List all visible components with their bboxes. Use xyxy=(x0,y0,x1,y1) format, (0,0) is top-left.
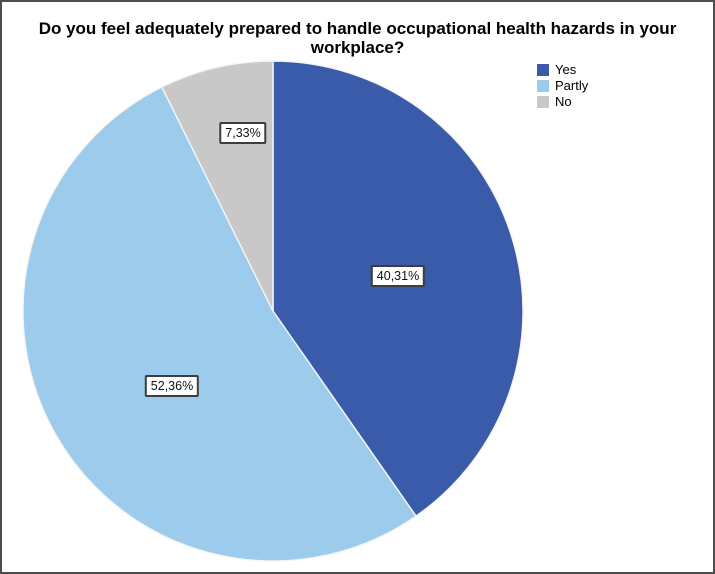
legend-swatch-yes-icon xyxy=(537,64,549,76)
legend-item-no: No xyxy=(537,94,588,110)
pie-slice-yes xyxy=(272,60,524,517)
chart-title: Do you feel adequately prepared to handl… xyxy=(38,19,677,57)
legend-item-yes: Yes xyxy=(537,62,588,78)
legend-item-partly: Partly xyxy=(537,78,588,94)
legend-label-partly: Partly xyxy=(555,78,589,93)
legend-swatch-no-icon xyxy=(537,96,549,108)
legend-swatch-partly-icon xyxy=(537,80,549,92)
legend: Yes Partly No xyxy=(537,62,588,110)
pie-slice-partly xyxy=(22,86,417,562)
legend-label-no: No xyxy=(555,94,572,109)
legend-label-yes: Yes xyxy=(555,62,577,77)
